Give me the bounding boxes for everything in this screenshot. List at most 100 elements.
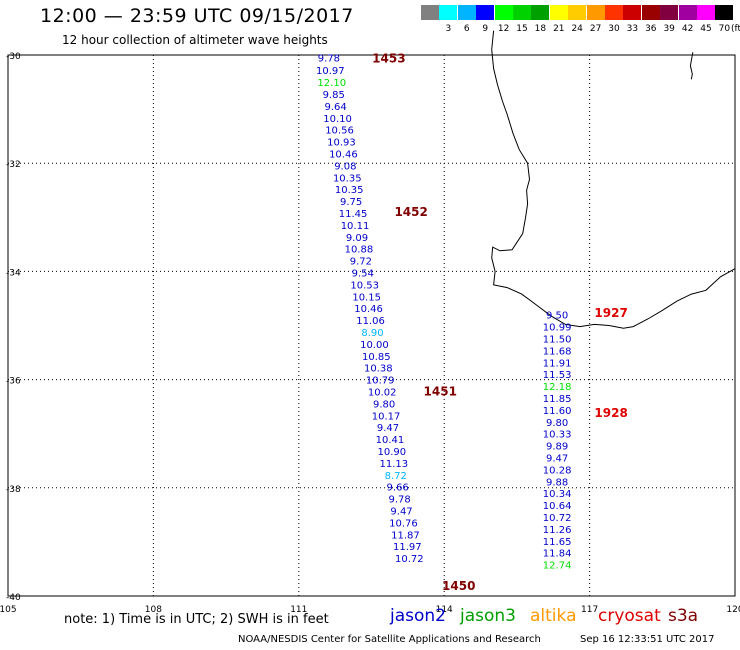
swh-point-label: 10.15	[352, 292, 381, 303]
swh-point-label: 11.97	[393, 542, 422, 553]
colorbar-swatch	[457, 5, 476, 20]
colorbar-swatch	[476, 5, 495, 20]
swh-point-label: 11.60	[543, 406, 572, 417]
colorbar-swatch	[715, 5, 734, 20]
swh-point-label: 10.11	[341, 221, 370, 232]
swh-point-label: 11.87	[391, 530, 420, 541]
swh-point-label: 10.97	[316, 66, 345, 77]
colorbar-swatch	[623, 5, 642, 20]
coastline	[491, 30, 736, 329]
colorbar-label: 6	[463, 24, 470, 34]
colorbar-swatch	[697, 5, 715, 20]
colorbar-label: 12	[497, 24, 510, 34]
swh-point-label: 9.08	[334, 161, 356, 172]
swh-point-label: 9.54	[352, 268, 374, 279]
colorbar-label: 39	[663, 24, 675, 34]
satellite-legend-item: jason2	[390, 606, 446, 626]
swh-point-label: 10.10	[323, 114, 352, 125]
colorbar-unit: (ft)	[731, 24, 740, 34]
swh-point-label: 8.90	[361, 328, 383, 339]
colorbar-label: 33	[626, 24, 639, 34]
swh-point-label: 12.10	[317, 78, 346, 89]
swh-point-label: 10.99	[543, 323, 572, 334]
swh-point-label: 9.80	[546, 418, 568, 429]
colorbar-label: 30	[608, 24, 620, 34]
colorbar-label: 15	[516, 24, 528, 34]
swh-point-label: 10.64	[543, 501, 572, 512]
pass-time-label: 1450	[442, 579, 475, 593]
swh-point-label: 10.35	[333, 173, 362, 184]
colorbar-label: 21	[553, 24, 565, 34]
swh-point-label: 11.53	[543, 370, 572, 381]
swh-point-label: 10.46	[329, 149, 358, 160]
swh-point-label: 10.88	[345, 245, 374, 256]
colorbar-swatch	[605, 5, 623, 20]
map-title: 12:00 — 23:59 UTC 09/15/2017	[40, 5, 354, 27]
colorbar-label: 3	[445, 24, 452, 34]
map-subtitle: 12 hour collection of altimeter wave hei…	[62, 33, 328, 47]
pass-time-label: 1452	[394, 205, 427, 219]
swh-point-label: 10.34	[543, 489, 572, 500]
satellite-legend-item: cryosat	[598, 606, 661, 626]
longitude-tick-label: 120	[726, 605, 740, 615]
pass-time-label: 1451	[424, 384, 457, 398]
swh-point-label: 11.84	[543, 549, 572, 560]
swh-point-label: 9.50	[546, 311, 568, 322]
satellite-legend-item: s3a	[668, 606, 699, 626]
swh-point-label: 10.76	[389, 518, 418, 529]
colorbar-label: 42	[681, 24, 694, 34]
satellite-legend-item: altika	[530, 606, 577, 626]
longitude-tick-label: 117	[581, 605, 598, 615]
swh-point-label: 10.93	[327, 138, 356, 149]
swh-point-label: 10.00	[360, 340, 389, 351]
swh-point-label: 9.80	[373, 399, 395, 410]
longitude-tick-label: 114	[436, 605, 453, 615]
swh-point-label: 10.28	[543, 465, 572, 476]
swh-point-label: 11.26	[543, 525, 572, 536]
swh-point-label: 11.50	[543, 334, 572, 345]
colorbar-swatch	[439, 5, 458, 20]
swh-point-label: 11.65	[543, 537, 572, 548]
pass-time-label: 1928	[594, 406, 627, 420]
swh-point-label: 11.85	[543, 394, 572, 405]
swh-point-label: 10.56	[325, 126, 354, 137]
longitude-tick-label: 108	[145, 605, 162, 615]
swh-point-label: 9.88	[546, 477, 568, 488]
swh-point-label: 9.75	[340, 197, 362, 208]
footer-credit: NOAA/NESDIS Center for Satellite Applica…	[238, 634, 541, 645]
swh-point-label: 11.13	[379, 459, 408, 470]
colorbar-swatch	[513, 5, 531, 20]
swh-point-label: 10.53	[350, 280, 379, 291]
colorbar-swatch	[660, 5, 679, 20]
swh-point-label: 10.90	[378, 447, 407, 458]
longitude-tick-label: 111	[290, 605, 307, 615]
latitude-tick-label: -38	[6, 485, 21, 495]
swh-point-label: 11.68	[543, 346, 572, 357]
swh-point-label: 10.33	[543, 430, 572, 441]
swh-point-label: 9.47	[377, 423, 399, 434]
swh-point-label: 10.17	[372, 411, 401, 422]
satellite-legend-item: jason3	[460, 606, 516, 626]
swh-point-label: 10.38	[364, 364, 393, 375]
swh-point-label: 9.66	[387, 483, 409, 494]
colorbar-label: 70	[718, 24, 731, 34]
swh-point-label: 9.78	[318, 54, 340, 65]
swh-point-label: 10.41	[376, 435, 405, 446]
latitude-tick-label: -34	[6, 268, 21, 278]
units-note: note: 1) Time is in UTC; 2) SWH is in fe…	[64, 612, 329, 627]
colorbar-label: 36	[645, 24, 657, 34]
footer-timestamp: Sep 16 12:33:51 UTC 2017	[580, 634, 715, 645]
colorbar-swatch	[531, 5, 550, 20]
colorbar-swatch	[421, 5, 439, 20]
longitude-tick-label: 105	[0, 605, 17, 615]
pass-time-label: 1927	[594, 306, 627, 320]
swh-point-label: 10.72	[543, 513, 572, 524]
swh-point-label: 10.35	[335, 185, 364, 196]
colorbar-label: 24	[571, 24, 583, 34]
latitude-tick-label: -40	[6, 593, 21, 603]
latitude-tick-label: -36	[6, 377, 21, 387]
swh-point-label: 9.78	[388, 495, 410, 506]
colorbar-swatch	[549, 5, 568, 20]
swh-point-label: 8.72	[385, 471, 407, 482]
colorbar-label: 18	[534, 24, 547, 34]
